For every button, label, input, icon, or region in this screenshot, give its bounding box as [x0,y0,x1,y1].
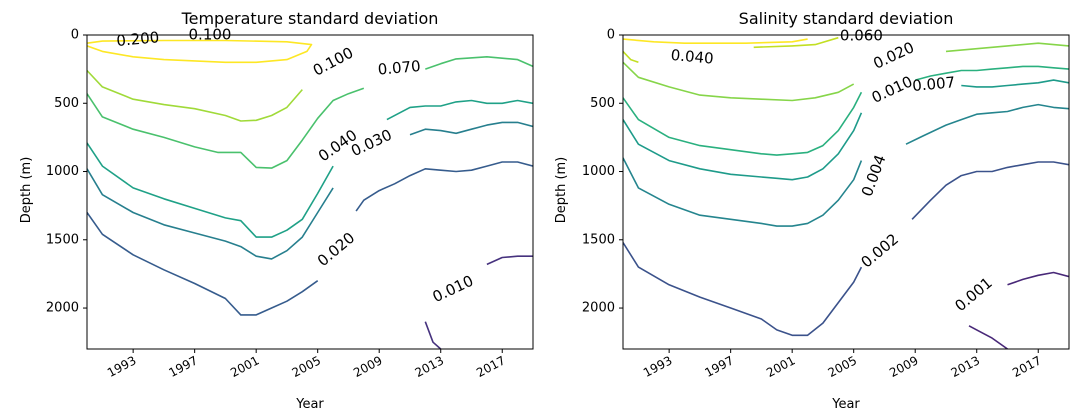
contour-label: 0.007 [912,73,956,95]
y-tick-label: 500 [54,96,79,111]
contour-label: 0.020 [314,229,358,270]
contour-line-0.030-1 [409,121,533,136]
contour-line-0.060-0 [623,38,808,44]
contour-line-0.040-0 [87,142,334,238]
contour-line-0.002-1 [911,161,1069,220]
contour-line-0.004-0 [623,157,863,227]
contour-line-0.040-1 [386,99,533,121]
x-tick-label: 2013 [413,353,447,380]
contour-line-0.030-0 [87,168,334,260]
y-tick-label: 2000 [582,301,615,316]
y-axis-label: Depth (m) [19,157,34,224]
contour-label: 0.002 [858,230,902,271]
contour-label: 0.100 [189,25,232,43]
panel-salinity: Salinity standard deviation Depth (m) Ye… [554,9,1070,412]
contour-line-0.001-1 [1007,271,1069,286]
contour-label: 0.070 [377,57,421,79]
contour-lines [87,39,533,349]
contour-line-0.002-0 [623,242,863,337]
chart-title: Salinity standard deviation [739,9,954,28]
contour-line-0.100-0 [87,69,303,122]
contour-line-0.010-0 [623,91,863,156]
y-tick-label: 1000 [46,164,79,179]
y-tick-label: 500 [590,96,615,111]
panel-temperature: Temperature standard deviation Depth (m)… [19,9,534,412]
contour-label: 0.004 [858,152,890,199]
contour-line-0.200-0 [87,39,313,64]
contour-label: 0.010 [430,272,477,306]
x-tick-label: 1993 [641,353,675,380]
contour-line-0.007-0 [623,112,863,181]
x-tick-label: 1997 [167,353,201,380]
x-tick-label: 1997 [703,353,737,380]
contour-line-0.070-1 [425,56,533,70]
x-tick-label: 2001 [764,353,798,380]
contour-line-0.020-1 [945,42,1069,53]
contour-line-0.040-0 [623,50,639,64]
contour-line-0.020-0 [623,61,855,102]
x-tick-label: 2009 [887,353,921,380]
y-tick-label: 1000 [582,164,615,179]
contour-line-0.020-0 [87,212,319,316]
x-axis-label: Year [831,397,860,412]
contour-label: 0.040 [670,46,714,68]
contour-lines [623,36,1069,349]
y-tick-label: 2000 [46,301,79,316]
contour-label: 0.200 [116,28,160,50]
x-tick-label: 2013 [949,353,983,380]
x-ticks: 1993 1997 2001 2005 2009 2013 2017 [105,349,508,380]
contour-line-0.010-0 [424,321,442,349]
contour-label: 0.100 [310,44,356,80]
plot-frame [86,34,534,350]
y-axis-label: Depth (m) [554,157,569,224]
contour-line-0.020-1 [355,161,533,212]
contour-label: 0.010 [869,72,916,106]
x-tick-label: 2017 [1010,353,1044,380]
y-tick-label: 1500 [582,232,615,247]
y-ticks: 0 500 1000 1500 2000 [582,28,623,316]
contour-line-0.070-0 [87,87,365,169]
contour-label: 0.060 [840,27,883,45]
y-ticks: 0 500 1000 1500 2000 [46,28,87,316]
x-ticks: 1993 1997 2001 2005 2009 2013 2017 [641,349,1044,380]
y-tick-label: 0 [607,28,615,43]
contour-line-0.007-1 [961,79,1069,88]
y-tick-label: 1500 [46,232,79,247]
x-tick-label: 2017 [474,353,508,380]
contour-line-0.040-1 [753,36,839,49]
contour-line-0.001-0 [968,325,1008,349]
x-tick-label: 2005 [826,353,860,380]
x-tick-label: 1993 [105,353,139,380]
contour-label: 0.030 [348,126,395,160]
contour-label: 0.001 [951,274,995,315]
y-tick-label: 0 [71,28,79,43]
contour-line-0.004-1 [905,103,1069,145]
plot-frame [622,34,1070,350]
x-tick-label: 2005 [290,353,324,380]
x-axis-label: Year [295,397,324,412]
chart-title: Temperature standard deviation [181,9,439,28]
contour-line-0.010-1 [914,65,1069,81]
x-tick-label: 2001 [228,353,262,380]
x-tick-label: 2009 [351,353,385,380]
contour-line-0.010-1 [486,255,533,266]
